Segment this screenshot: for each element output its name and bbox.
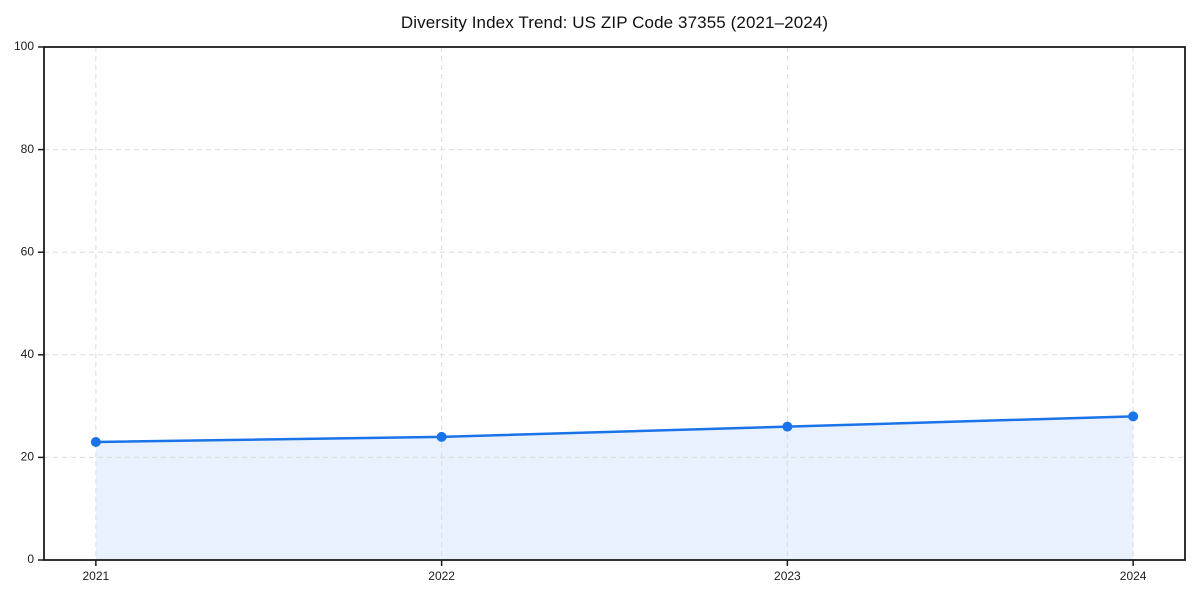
y-tick-label: 20 — [21, 450, 35, 464]
series-line — [94, 415, 1135, 444]
y-tick-label: 40 — [21, 347, 35, 361]
y-tick-label: 0 — [27, 552, 34, 566]
data-point-marker — [782, 421, 793, 432]
data-point-marker — [90, 437, 101, 448]
y-tick-label: 80 — [21, 142, 35, 156]
chart-title: Diversity Index Trend: US ZIP Code 37355… — [400, 13, 829, 32]
y-tick-label: 60 — [21, 244, 35, 258]
x-tick-label: 2022 — [428, 569, 455, 583]
x-tick-label: 2021 — [83, 569, 110, 583]
y-tick-label: 100 — [14, 39, 34, 53]
x-tick-label: 2024 — [1120, 569, 1147, 583]
x-tick-label: 2023 — [774, 569, 801, 583]
plot-border — [43, 46, 1186, 561]
series-area-fill — [95, 416, 1134, 560]
data-point-marker — [1128, 411, 1139, 422]
data-point-marker — [436, 431, 447, 442]
